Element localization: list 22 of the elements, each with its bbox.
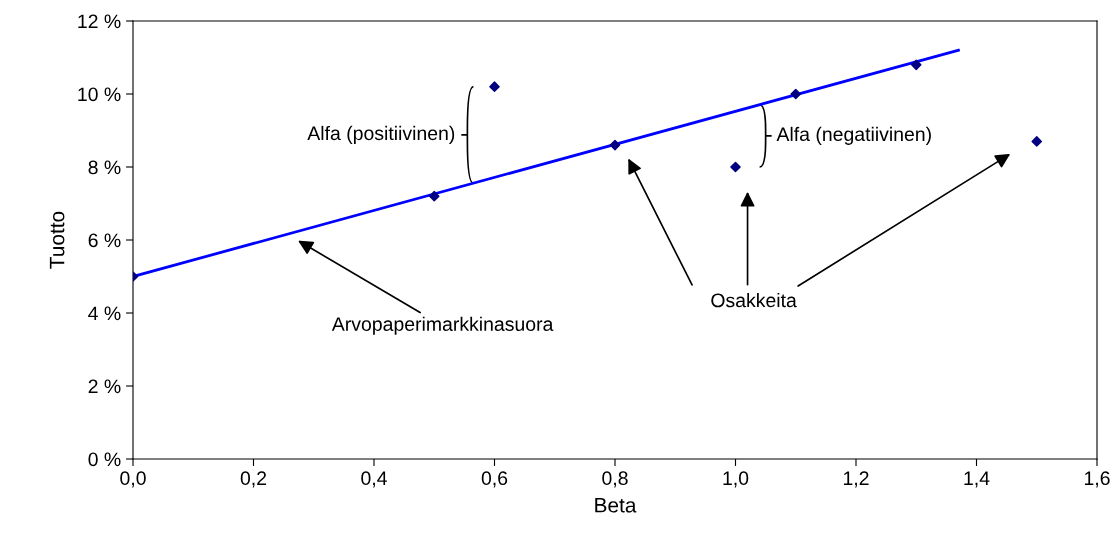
x-tick-label: 0,4 (361, 471, 387, 488)
y-tick-label: 10 % (78, 87, 121, 102)
annotation: Osakkeita (711, 292, 797, 308)
annotation: Arvopaperimarkkinasuora (331, 316, 554, 335)
x-tick-label: 1,0 (723, 471, 749, 488)
x-tick-label: 1,6 (1084, 471, 1110, 488)
y-tick-label: 2 % (88, 379, 121, 394)
x-tick-label: 0,2 (240, 471, 267, 488)
x-tick-label: 1,4 (964, 471, 990, 488)
x-tick-label: 0,6 (481, 471, 508, 488)
y-axis-title: Tuotto (49, 211, 65, 269)
x-axis-title: Beta (595, 498, 637, 513)
y-tick-label: 8 % (88, 160, 121, 175)
x-tick-label: 1,2 (843, 471, 869, 488)
y-tick-label: 4 % (88, 306, 121, 321)
y-tick-label: 6 % (88, 233, 121, 248)
y-tick-label: 0 % (88, 452, 121, 467)
x-tick-label: 0,8 (602, 471, 628, 488)
annotation: Alfa (positiivinen) (307, 125, 455, 144)
annotation: Alfa (negatiivinen) (776, 126, 931, 145)
x-tick-label: 0,0 (120, 471, 146, 488)
y-tick-label: 12 % (78, 14, 121, 29)
